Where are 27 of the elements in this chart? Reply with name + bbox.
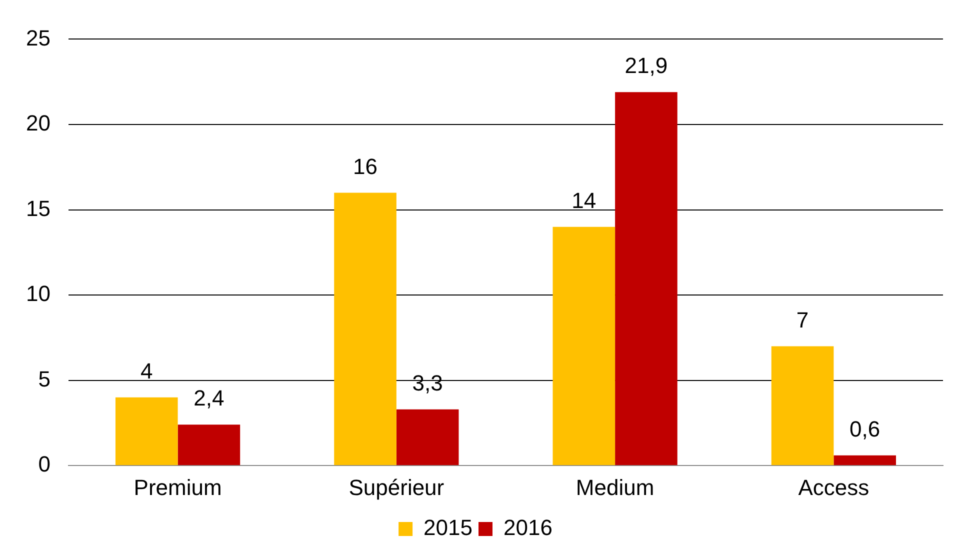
data-label: 16 [353, 154, 378, 179]
y-tick-label: 15 [26, 196, 50, 221]
bar [834, 455, 896, 466]
bar [334, 192, 396, 466]
y-tick-label: 5 [38, 366, 50, 392]
x-tick-label: Medium [576, 474, 654, 500]
y-tick-label: 10 [26, 281, 50, 306]
x-tick-label: Access [798, 474, 870, 500]
data-label: 7 [796, 307, 809, 332]
data-label: 2,4 [194, 386, 224, 411]
data-label: 14 [572, 188, 596, 213]
x-tick-label: Premium [134, 474, 222, 500]
bar [771, 346, 834, 466]
bar [115, 397, 178, 466]
x-tick-label: Supérieur [348, 474, 444, 500]
data-label: 0,6 [850, 416, 880, 442]
bar [552, 226, 616, 466]
legend-label: 2015 [424, 515, 473, 540]
bar [396, 409, 459, 466]
data-label: 4 [140, 358, 153, 384]
y-tick-label: 20 [26, 110, 50, 136]
y-tick-label: 0 [38, 452, 50, 477]
bar [615, 92, 678, 466]
bar [178, 424, 240, 466]
legend-label: 2016 [504, 515, 552, 540]
data-label: 21,9 [624, 53, 668, 78]
y-tick-label: 25 [26, 25, 50, 50]
